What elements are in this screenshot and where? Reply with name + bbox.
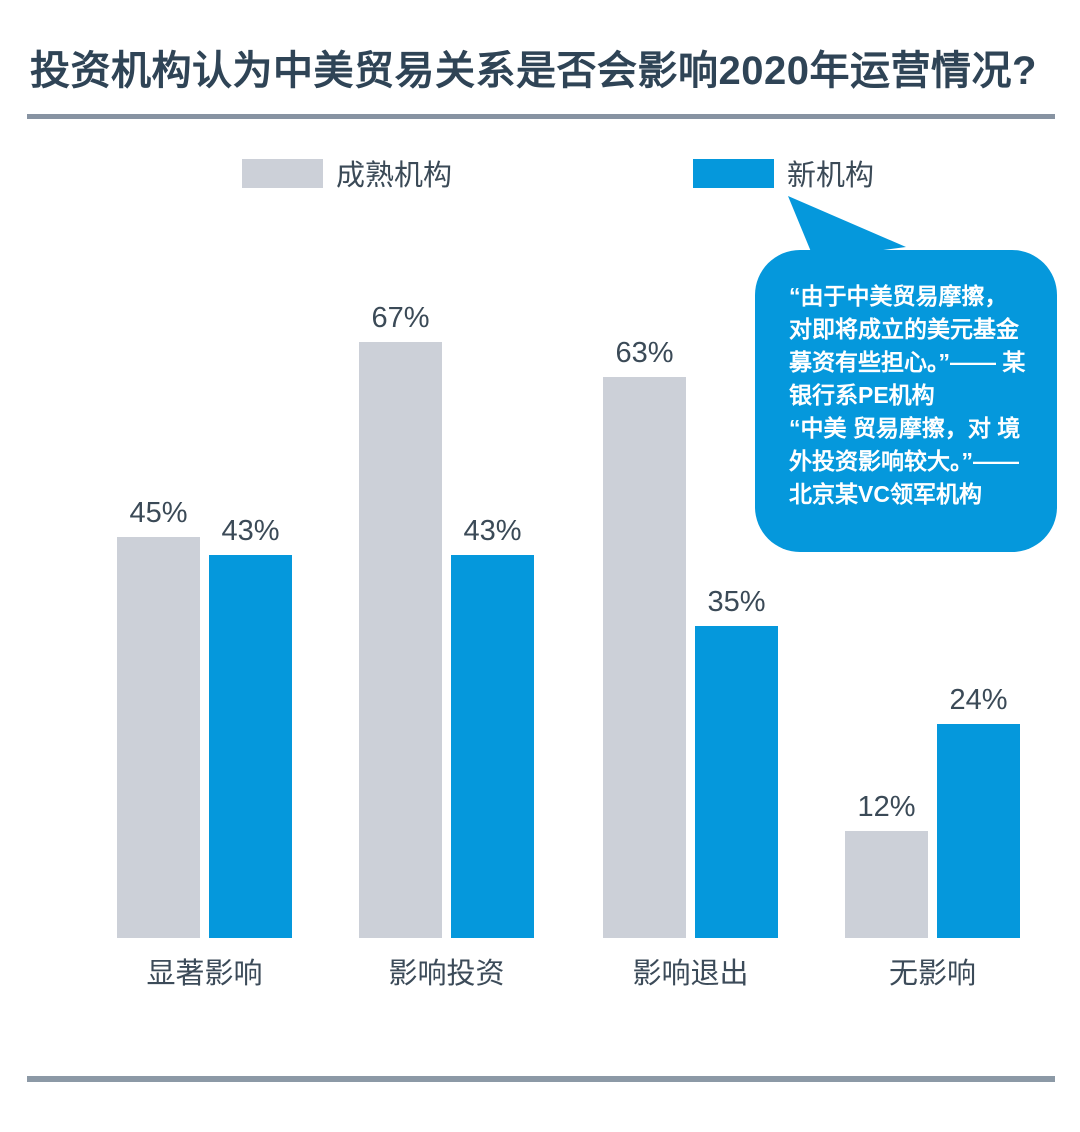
category-label-影响投资: 影响投资 [388,958,505,990]
bar-value-label: 67% [371,302,430,334]
bar-value-label: 43% [463,515,522,547]
bar-新机构-显著影响 [209,555,292,938]
bar-value-label: 63% [615,337,674,369]
bar-value-label: 35% [707,586,766,618]
category-label-无影响: 无影响 [888,958,976,990]
legend-item-mature: 成熟机构 [242,158,452,192]
legend-item-new: 新机构 [693,158,874,192]
bar-成熟机构-无影响 [845,831,928,938]
category-label-影响退出: 影响退出 [632,958,749,990]
bottom-divider [27,1076,1055,1082]
bar-新机构-影响退出 [695,626,778,938]
quote-text: “由于中美贸易摩擦， 对即将成立的美元基金 募资有些担心。”—— 某 银行系PE… [789,283,1026,507]
bar-value-label: 24% [949,684,1008,716]
legend-swatch-blue [693,158,774,188]
legend-label-mature: 成熟机构 [336,160,453,192]
legend-label-new: 新机构 [787,160,875,192]
quote-callout: “由于中美贸易摩擦， 对即将成立的美元基金 募资有些担心。”—— 某 银行系PE… [755,250,1057,552]
chart-title: 投资机构认为中美贸易关系是否会影响2020年运营情况? [30,49,1037,93]
bar-成熟机构-影响投资 [359,342,442,938]
bar-新机构-影响投资 [451,555,534,938]
bar-新机构-无影响 [937,724,1020,938]
title-divider [27,114,1055,119]
legend-swatch-gray [242,158,323,188]
bar-value-label: 45% [129,497,188,529]
callout-tail [788,196,906,259]
bar-value-label: 12% [857,791,916,823]
category-label-显著影响: 显著影响 [146,958,263,990]
bar-成熟机构-显著影响 [117,537,200,938]
bar-value-label: 43% [221,515,280,547]
bar-成熟机构-影响退出 [603,377,686,938]
